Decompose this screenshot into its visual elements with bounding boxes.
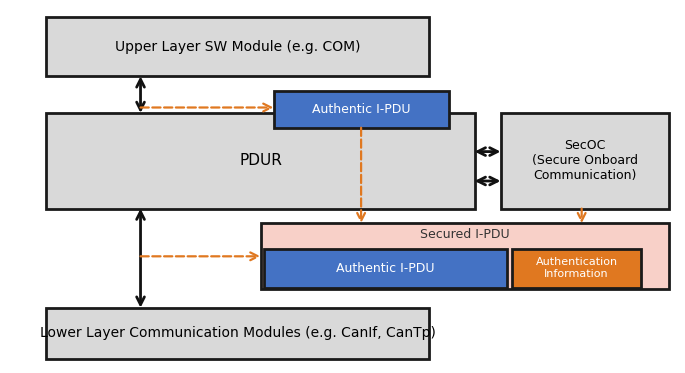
Text: SecOC
(Secure Onboard
Communication): SecOC (Secure Onboard Communication) — [532, 139, 638, 182]
Text: PDUR: PDUR — [239, 153, 282, 168]
FancyBboxPatch shape — [264, 249, 507, 288]
Text: Authentication
Information: Authentication Information — [536, 257, 618, 279]
Text: Secured I-PDU: Secured I-PDU — [420, 228, 510, 241]
Text: Upper Layer SW Module (e.g. COM): Upper Layer SW Module (e.g. COM) — [115, 40, 360, 54]
FancyBboxPatch shape — [501, 113, 669, 209]
FancyBboxPatch shape — [273, 91, 449, 128]
Text: Lower Layer Communication Modules (e.g. CanIf, CanTp): Lower Layer Communication Modules (e.g. … — [40, 326, 436, 341]
Text: Authentic I-PDU: Authentic I-PDU — [336, 262, 435, 275]
FancyBboxPatch shape — [47, 113, 475, 209]
FancyBboxPatch shape — [47, 308, 429, 359]
FancyBboxPatch shape — [512, 249, 640, 288]
FancyBboxPatch shape — [260, 223, 669, 289]
Text: Authentic I-PDU: Authentic I-PDU — [312, 103, 410, 116]
FancyBboxPatch shape — [47, 18, 429, 76]
